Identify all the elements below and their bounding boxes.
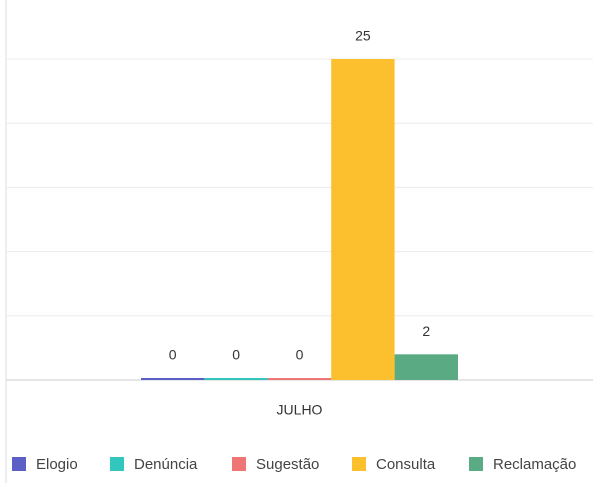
legend: Elogio Denúncia Sugestão Consulta Reclamação	[12, 456, 576, 473]
legend-label: Consulta	[376, 456, 436, 473]
value-label: 0	[169, 347, 177, 363]
bar	[267, 378, 332, 380]
legend-swatch	[469, 457, 483, 471]
value-label: 0	[232, 347, 240, 363]
bar	[331, 59, 395, 380]
legend-swatch	[232, 457, 246, 471]
legend-label: Sugestão	[256, 456, 319, 473]
legend-label: Reclamação	[493, 456, 576, 473]
value-label: 2	[422, 323, 430, 339]
legend-label: Elogio	[36, 456, 78, 473]
value-label: 25	[355, 28, 371, 44]
bar	[141, 378, 205, 380]
legend-swatch	[352, 457, 366, 471]
value-label: 0	[296, 347, 304, 363]
legend-swatch	[12, 457, 26, 471]
x-tick-label: JULHO	[277, 402, 323, 418]
bar	[204, 378, 268, 380]
legend-swatch	[110, 457, 124, 471]
legend-label: Denúncia	[134, 456, 198, 473]
bar	[394, 354, 458, 380]
